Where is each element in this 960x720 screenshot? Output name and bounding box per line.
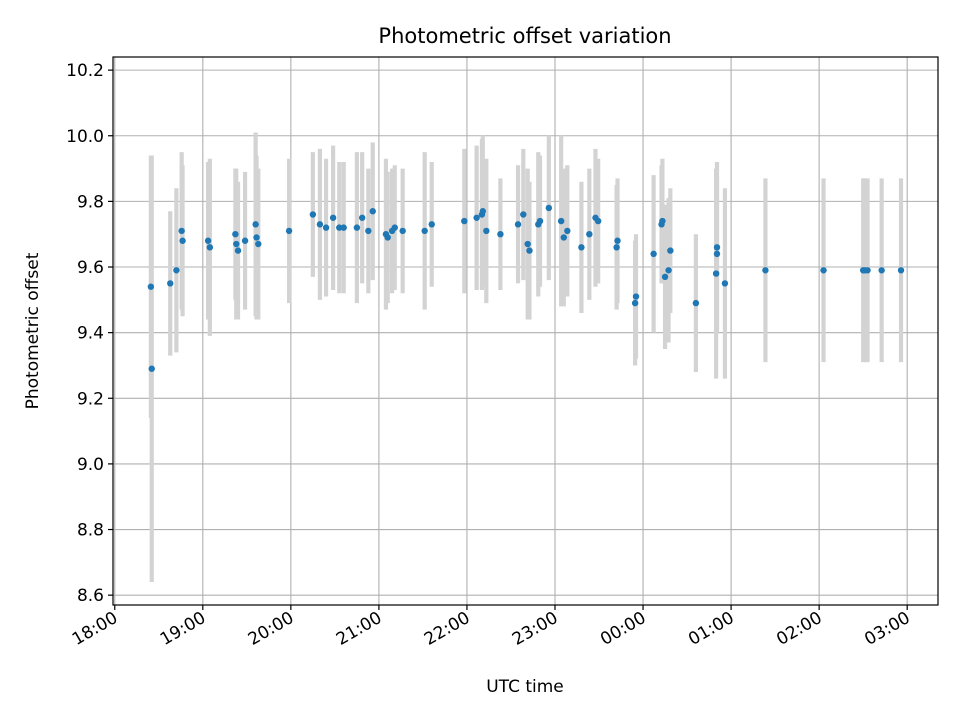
y-axis-label: Photometric offset xyxy=(23,252,43,409)
data-point xyxy=(762,267,769,274)
data-point xyxy=(659,217,666,225)
data-point xyxy=(692,299,700,307)
data-point xyxy=(421,227,428,235)
data-point xyxy=(712,270,720,277)
data-point xyxy=(336,224,343,231)
x-gridlines xyxy=(114,57,908,605)
data-point xyxy=(483,227,490,235)
x-tick-label: 22:00 xyxy=(421,608,473,650)
y-tick-label: 10.0 xyxy=(66,127,104,147)
data-point xyxy=(713,250,721,258)
data-point xyxy=(234,247,242,254)
data-point xyxy=(316,221,324,228)
data-point xyxy=(721,280,729,287)
y-tick-label: 9.2 xyxy=(77,389,104,409)
data-point xyxy=(252,221,259,228)
data-point xyxy=(253,234,260,241)
data-point xyxy=(820,267,827,274)
data-point xyxy=(650,250,657,258)
data-point xyxy=(594,217,602,225)
data-point xyxy=(578,244,585,251)
data-point xyxy=(285,227,293,235)
data-point xyxy=(613,244,620,251)
data-point xyxy=(661,273,669,281)
data-point xyxy=(206,244,214,251)
data-point xyxy=(173,267,180,274)
data-point xyxy=(369,208,376,215)
y-axis-ticks: 8.6 8.8 9.0 9.2 9.4 9.6 9.8 10.0 10.2 xyxy=(66,61,113,606)
data-point xyxy=(461,217,468,225)
x-tick-label: 01:00 xyxy=(685,608,737,650)
data-point xyxy=(545,204,553,212)
x-axis-label: UTC time xyxy=(486,677,564,697)
data-point xyxy=(167,280,174,287)
data-point xyxy=(631,299,639,307)
data-point xyxy=(241,237,249,244)
y-tick-label: 8.8 xyxy=(77,521,104,541)
data-point xyxy=(667,247,674,254)
data-point xyxy=(560,234,568,241)
data-point xyxy=(614,237,621,244)
data-point xyxy=(384,234,391,241)
data-point xyxy=(358,214,366,221)
x-tick-label: 21:00 xyxy=(333,608,385,650)
data-point xyxy=(497,230,504,238)
data-point xyxy=(665,267,672,274)
data-point xyxy=(353,224,361,231)
data-point xyxy=(632,293,640,300)
data-point xyxy=(514,221,522,228)
data-point xyxy=(340,224,347,231)
data-point xyxy=(179,237,186,244)
y-tick-label: 9.6 xyxy=(77,258,104,278)
x-tick-label: 03:00 xyxy=(861,608,913,650)
x-tick-label: 18:00 xyxy=(69,608,121,650)
data-point xyxy=(473,214,480,221)
data-point xyxy=(586,230,593,238)
data-point xyxy=(520,211,527,218)
data-point xyxy=(864,267,871,274)
data-point xyxy=(526,247,533,254)
data-point xyxy=(564,227,571,235)
data-point xyxy=(148,365,155,372)
error-bars xyxy=(148,132,904,583)
data-point xyxy=(479,208,486,215)
data-point xyxy=(399,227,406,235)
y-tick-label: 8.6 xyxy=(77,586,104,606)
data-point xyxy=(255,240,262,248)
data-point xyxy=(329,214,337,221)
y-tick-label: 10.2 xyxy=(66,61,104,81)
data-point xyxy=(536,217,544,225)
x-axis-ticks: 18:00 19:00 20:00 21:00 22:00 23:00 00:00 01:00… xyxy=(69,605,914,650)
data-points xyxy=(147,204,905,372)
x-tick-label: 20:00 xyxy=(245,608,297,650)
x-tick-label: 02:00 xyxy=(773,608,825,650)
data-point xyxy=(524,240,531,248)
y-tick-label: 9.0 xyxy=(77,455,104,475)
data-point xyxy=(713,244,721,251)
data-point xyxy=(232,230,239,238)
data-point xyxy=(428,221,435,228)
data-point xyxy=(878,267,885,274)
data-point xyxy=(391,224,398,231)
data-point xyxy=(557,217,565,225)
x-tick-label: 19:00 xyxy=(157,608,209,650)
y-tick-label: 9.8 xyxy=(77,192,104,212)
data-point xyxy=(365,227,372,235)
data-point xyxy=(309,211,317,218)
y-gridlines xyxy=(113,69,938,596)
x-tick-label: 00:00 xyxy=(597,608,649,650)
x-tick-label: 23:00 xyxy=(509,608,561,650)
data-point xyxy=(897,267,905,274)
data-point xyxy=(233,240,240,248)
y-tick-label: 9.4 xyxy=(77,324,104,344)
data-point xyxy=(147,283,155,290)
data-point xyxy=(322,224,330,231)
data-point xyxy=(204,237,212,244)
data-point xyxy=(178,227,185,235)
plot-frame xyxy=(112,56,939,606)
chart-title: Photometric offset variation xyxy=(378,24,671,48)
